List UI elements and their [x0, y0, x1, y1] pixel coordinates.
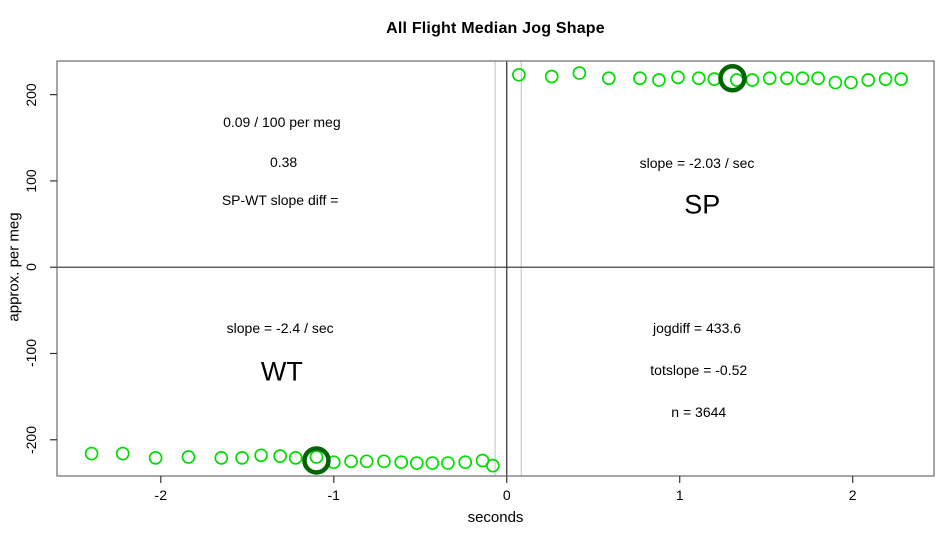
data-point-sp	[652, 73, 666, 87]
data-point-sp	[572, 66, 587, 80]
data-point-wt	[254, 448, 268, 463]
y-tick-label: 200	[23, 82, 39, 107]
x-axis-label: seconds	[467, 509, 524, 526]
plot-border	[56, 60, 935, 477]
data-point-sp	[878, 72, 893, 86]
x-tick-label: 0	[502, 487, 511, 503]
data-point-wt	[273, 449, 287, 464]
x-tick-label: 2	[848, 487, 857, 503]
data-point-sp	[828, 75, 843, 90]
data-point-sp	[844, 75, 858, 90]
x-tick-label: 1	[675, 487, 684, 503]
annotation-sp-slope: slope = -2.03 / sec	[639, 154, 755, 171]
annotation-totslope: totslope = -0.52	[650, 361, 748, 378]
data-point-sp	[512, 67, 526, 82]
data-point-wt	[235, 451, 249, 465]
data-point-wt	[377, 454, 391, 469]
y-axis-label: approx. per meg	[5, 212, 23, 322]
data-point-wt	[84, 446, 99, 461]
data-point-sp	[671, 70, 685, 85]
data-point-sp	[861, 73, 876, 87]
data-point-sp	[544, 69, 559, 84]
y-tick-label: 0	[23, 263, 39, 272]
data-point-wt	[409, 456, 424, 470]
highlight-point-sp	[718, 64, 747, 93]
data-point-wt	[181, 450, 196, 464]
x-tick-label: -2	[154, 487, 168, 503]
data-point-wt	[394, 455, 409, 470]
data-point-sp	[691, 71, 706, 86]
x-tick-label: -1	[327, 487, 340, 503]
data-point-wt	[309, 450, 324, 464]
data-point-wt	[288, 451, 303, 465]
data-point-sp	[780, 71, 794, 86]
chart-title: All Flight Median Jog Shape	[386, 20, 605, 37]
annotation-sp-group-label: SP	[684, 189, 721, 220]
data-point-wt	[441, 456, 455, 470]
y-tick-label: 100	[23, 169, 39, 193]
data-point-sp	[795, 71, 810, 86]
data-point-wt	[458, 455, 473, 470]
highlight-point-wt	[302, 446, 331, 475]
data-point-sp	[894, 72, 908, 86]
data-point-sp	[811, 71, 825, 86]
annotation-slope-diff-rate: 0.09 / 100 per meg	[223, 114, 341, 131]
annotation-jogdiff: jogdiff = 433.6	[652, 320, 742, 337]
annotation-wt-group-label: WT	[260, 356, 303, 387]
data-point-sp	[601, 71, 616, 86]
data-point-wt	[148, 451, 163, 465]
data-point-wt	[425, 456, 440, 470]
data-point-sp	[633, 71, 647, 86]
annotation-slope-diff-label: SP-WT slope diff =	[221, 191, 339, 208]
y-tick-label: -200	[23, 425, 39, 454]
data-point-wt	[359, 454, 374, 469]
data-point-sp	[745, 73, 760, 87]
annotation-wt-slope: slope = -2.4 / sec	[226, 320, 334, 337]
annotation-slope-diff-value: 0.38	[269, 153, 298, 170]
annotation-n-count: n = 3644	[671, 404, 727, 421]
data-point-wt	[115, 446, 130, 461]
data-point-wt	[344, 454, 358, 469]
data-point-wt	[486, 458, 500, 473]
y-tick-label: -100	[23, 339, 39, 368]
data-point-sp	[762, 71, 777, 86]
data-point-wt	[214, 451, 229, 465]
